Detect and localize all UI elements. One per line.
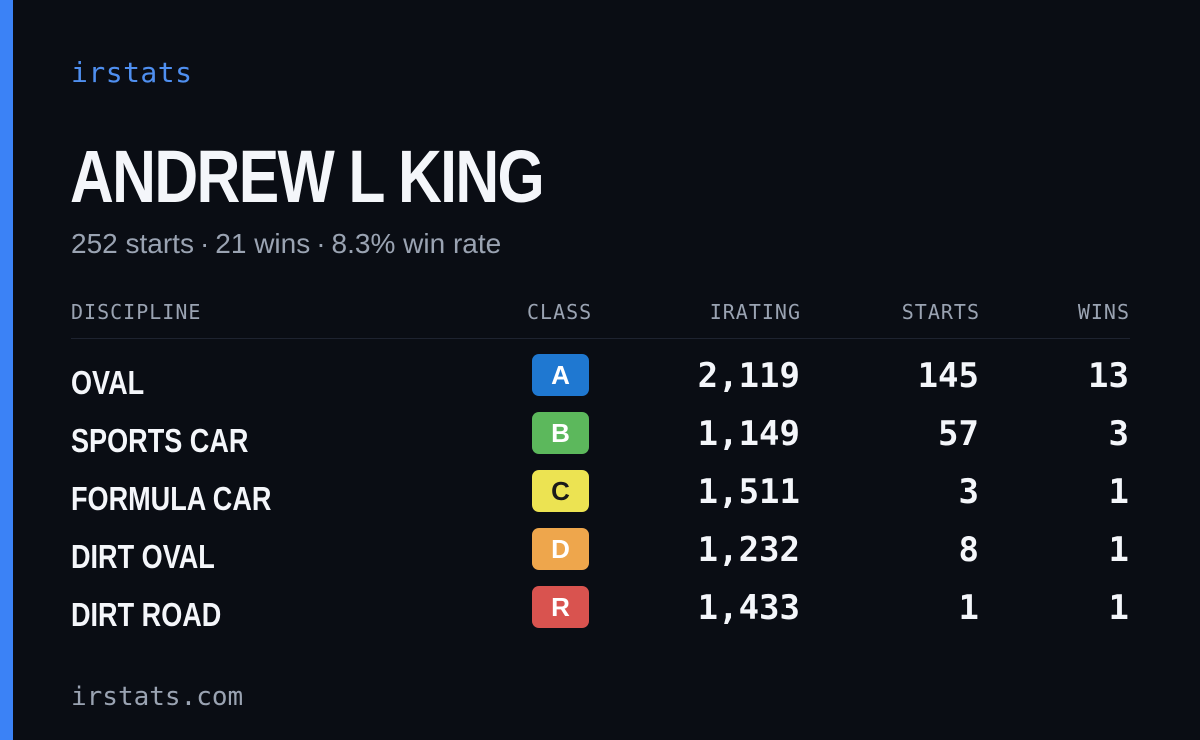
brand-logo-text[interactable]: irstats xyxy=(71,56,193,89)
discipline-label: SPORTS CAR xyxy=(71,422,249,459)
table-row: DIRT ROAD R 1,433 1 1 xyxy=(71,582,1130,640)
summary-separator: · xyxy=(199,228,210,259)
class-badge: C xyxy=(532,470,589,512)
irating-value: 1,433 xyxy=(697,588,800,628)
irating-value: 1,232 xyxy=(697,530,800,570)
wins-value: 1 xyxy=(1108,472,1129,512)
wins-value: 1 xyxy=(1108,530,1129,570)
discipline-label: FORMULA CAR xyxy=(71,480,272,517)
starts-value: 145 xyxy=(917,356,979,396)
accent-bar xyxy=(0,0,13,740)
discipline-label: DIRT OVAL xyxy=(71,538,215,575)
class-badge: D xyxy=(532,528,589,570)
wins-value: 13 xyxy=(1088,356,1129,396)
table-row: OVAL A 2,119 145 13 xyxy=(71,350,1130,408)
summary-separator: · xyxy=(316,228,326,259)
driver-summary: 252 starts · 21 wins · 8.3% win rate xyxy=(71,228,501,260)
wins-value: 1 xyxy=(1108,588,1129,628)
irating-value: 2,119 xyxy=(697,356,800,396)
starts-value: 3 xyxy=(958,472,979,512)
table-row: SPORTS CAR B 1,149 57 3 xyxy=(71,408,1130,466)
discipline-label: OVAL xyxy=(71,364,145,401)
header-discipline: DISCIPLINE xyxy=(71,300,202,324)
discipline-label: DIRT ROAD xyxy=(71,596,222,633)
table-header: DISCIPLINE CLASS IRATING STARTS WINS xyxy=(71,300,1130,339)
header-wins: WINS xyxy=(1077,300,1130,324)
class-badge: B xyxy=(532,412,589,454)
class-badge: A xyxy=(532,354,589,396)
footer-domain-link[interactable]: irstats.com xyxy=(71,682,244,712)
starts-value: 1 xyxy=(958,588,979,628)
class-badge: R xyxy=(532,586,589,628)
irating-value: 1,149 xyxy=(697,414,800,454)
summary-starts: 252 starts xyxy=(71,228,194,259)
irating-value: 1,511 xyxy=(697,472,800,512)
starts-value: 57 xyxy=(938,414,979,454)
driver-name: ANDREW L KING xyxy=(70,135,545,218)
discipline-table: OVAL A 2,119 145 13 SPORTS CAR B 1,149 5… xyxy=(71,350,1130,640)
header-class: CLASS xyxy=(527,300,593,324)
wins-value: 3 xyxy=(1108,414,1129,454)
header-irating: IRATING xyxy=(709,300,801,324)
summary-wins: 21 wins xyxy=(215,228,311,259)
header-starts: STARTS xyxy=(901,300,980,324)
table-row: FORMULA CAR C 1,511 3 1 xyxy=(71,466,1130,524)
table-row: DIRT OVAL D 1,232 8 1 xyxy=(71,524,1130,582)
summary-win-rate: 8.3% win rate xyxy=(331,228,502,259)
starts-value: 8 xyxy=(958,530,979,570)
